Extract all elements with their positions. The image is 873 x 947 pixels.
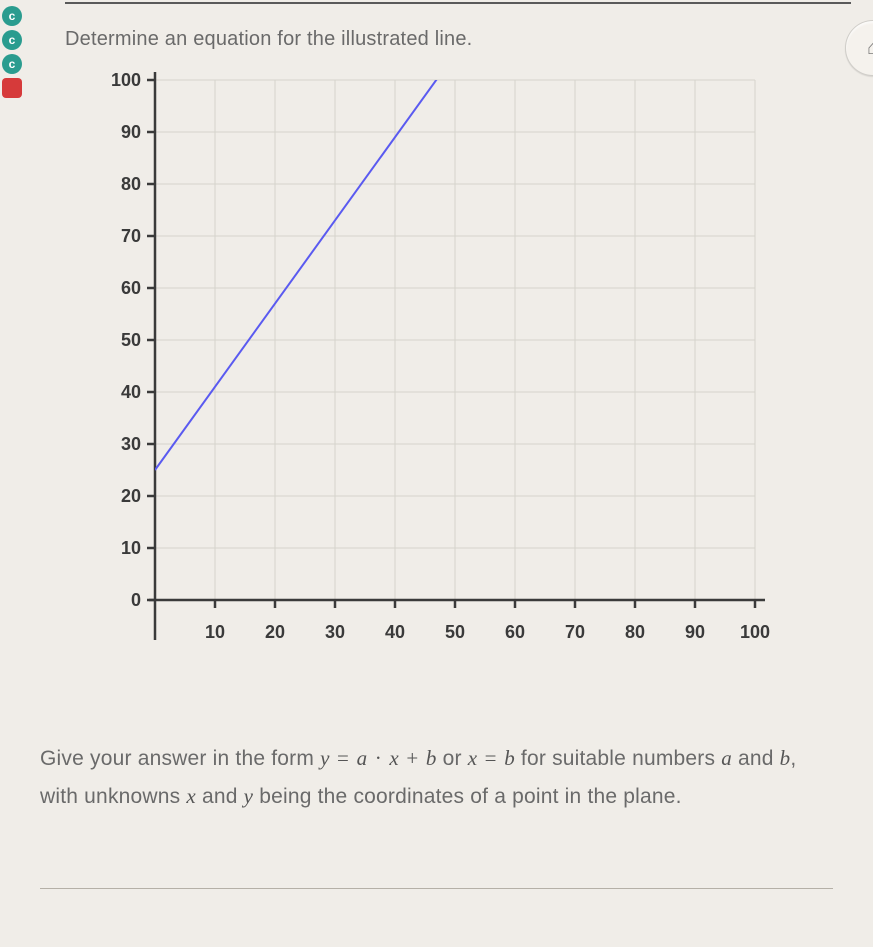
svg-text:80: 80 (625, 622, 645, 642)
math-eq: = (330, 746, 357, 770)
svg-text:20: 20 (121, 486, 141, 506)
svg-text:100: 100 (111, 70, 141, 90)
math-b2: b (504, 746, 515, 770)
top-divider (65, 2, 851, 4)
bottom-divider (40, 888, 833, 889)
line-chart: 0 10 20 30 40 50 60 70 80 90 100 10 20 30 40 50 60 70 80 90… (65, 70, 785, 690)
badge-c-3[interactable]: c (2, 54, 22, 74)
svg-text:90: 90 (685, 622, 705, 642)
instr-text: being the coordinates of a point in the … (253, 785, 682, 808)
math-x2: x (468, 746, 478, 770)
home-button[interactable]: ⌂ (845, 20, 873, 76)
badge-c-2[interactable]: c (2, 30, 22, 50)
svg-text:40: 40 (385, 622, 405, 642)
svg-text:50: 50 (121, 330, 141, 350)
svg-text:70: 70 (121, 226, 141, 246)
home-icon: ⌂ (867, 37, 873, 60)
instr-text: for suitable numbers (515, 747, 721, 770)
instr-text: or (437, 747, 468, 770)
answer-instruction: Give your answer in the form y = a · x +… (40, 740, 833, 816)
svg-text:20: 20 (265, 622, 285, 642)
math-b: b (426, 746, 437, 770)
svg-text:70: 70 (565, 622, 585, 642)
svg-text:10: 10 (205, 622, 225, 642)
math-vb: b (780, 746, 791, 770)
math-x: x (389, 746, 399, 770)
badge-red[interactable] (2, 78, 22, 98)
math-eq2: = (477, 746, 504, 770)
svg-text:0: 0 (131, 590, 141, 610)
math-plus: + (399, 746, 426, 770)
math-va: a (721, 746, 732, 770)
svg-text:10: 10 (121, 538, 141, 558)
math-dot: · (367, 746, 389, 770)
left-badge-column: c c c (0, 6, 24, 98)
svg-text:40: 40 (121, 382, 141, 402)
instr-text: and (196, 785, 244, 808)
svg-text:80: 80 (121, 174, 141, 194)
svg-text:60: 60 (505, 622, 525, 642)
instr-text: Give your answer in the form (40, 747, 320, 770)
svg-text:50: 50 (445, 622, 465, 642)
badge-c-1[interactable]: c (2, 6, 22, 26)
question-prompt: Determine an equation for the illustrate… (65, 28, 472, 51)
svg-text:90: 90 (121, 122, 141, 142)
math-a: a (357, 746, 368, 770)
chart-svg: 0 10 20 30 40 50 60 70 80 90 100 10 20 30 40 50 60 70 80 90… (65, 70, 785, 690)
instr-text: and (732, 747, 780, 770)
svg-text:30: 30 (121, 434, 141, 454)
svg-text:100: 100 (740, 622, 770, 642)
math-y: y (320, 746, 330, 770)
svg-text:30: 30 (325, 622, 345, 642)
math-vy: y (244, 784, 254, 808)
math-vx: x (186, 784, 196, 808)
svg-text:60: 60 (121, 278, 141, 298)
